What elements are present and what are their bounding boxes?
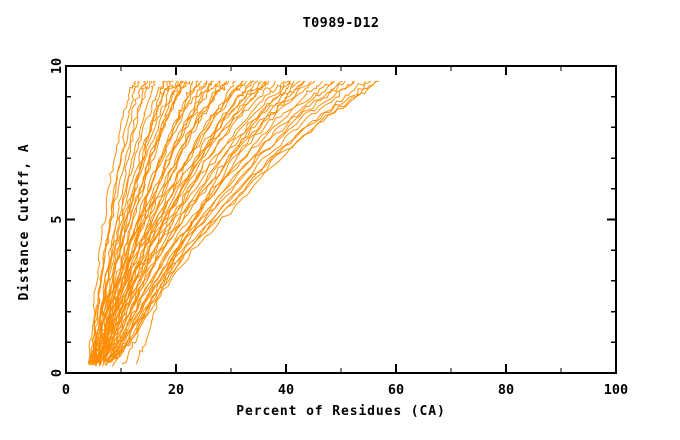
x-axis-tick-labels: 0 20 40 60 80 100 xyxy=(62,382,628,398)
data-curve xyxy=(107,80,290,363)
data-curve xyxy=(136,80,291,365)
data-curve xyxy=(95,80,244,365)
x-tick-label-0: 0 xyxy=(62,382,70,398)
y-tick-label-5: 5 xyxy=(49,215,65,223)
x-tick-label-100: 100 xyxy=(604,382,628,398)
x-tick-label-60: 60 xyxy=(388,382,404,398)
axis-layer: 0 20 40 60 80 100 0 5 10 xyxy=(49,58,628,398)
y-axis-title: Distance Cutoff, A xyxy=(17,143,32,300)
data-curve xyxy=(93,80,184,364)
curves-group xyxy=(87,80,379,367)
data-curve xyxy=(93,80,174,362)
data-curve xyxy=(105,80,346,364)
chart-title: T0989-D12 xyxy=(303,15,380,31)
data-curve xyxy=(97,80,267,363)
x-tick-label-20: 20 xyxy=(168,382,184,398)
y-tick-label-0: 0 xyxy=(49,369,65,377)
data-curve xyxy=(92,80,167,363)
data-curve xyxy=(102,80,263,362)
data-curve xyxy=(90,80,146,364)
data-curve xyxy=(108,80,366,363)
data-curve xyxy=(111,80,343,362)
data-curve xyxy=(88,80,136,365)
x-tick-label-40: 40 xyxy=(278,382,294,398)
data-curve xyxy=(106,80,301,362)
data-curve xyxy=(113,80,372,364)
y-axis-tick-labels: 0 5 10 xyxy=(49,58,65,377)
y-tick-label-10: 10 xyxy=(49,58,65,74)
data-curve xyxy=(97,80,221,363)
data-curve xyxy=(100,80,228,364)
data-series-layer xyxy=(87,80,379,367)
data-curve xyxy=(98,80,208,363)
data-curve xyxy=(102,80,247,364)
x-axis-ticks xyxy=(65,66,617,373)
data-curve xyxy=(112,80,376,367)
data-curve xyxy=(87,80,140,365)
data-curve xyxy=(109,80,333,364)
data-curve xyxy=(107,80,312,363)
data-curve xyxy=(95,80,190,364)
data-curve xyxy=(103,80,269,363)
data-curve xyxy=(112,80,354,360)
data-curve xyxy=(121,80,306,365)
x-axis-title: Percent of Residues (CA) xyxy=(236,404,445,419)
y-axis-ticks xyxy=(66,65,616,374)
data-curve xyxy=(108,80,355,363)
x-tick-label-80: 80 xyxy=(498,382,514,398)
data-curve xyxy=(88,80,153,363)
data-curve xyxy=(98,80,255,365)
